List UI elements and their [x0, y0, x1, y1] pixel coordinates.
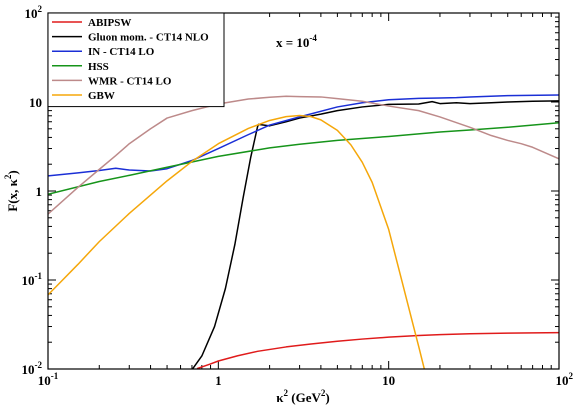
legend-label: WMR - CT14 LO [88, 75, 172, 87]
series-line-gbw [48, 114, 426, 369]
x-tick-label: 10-1 [38, 371, 59, 388]
series-line-wmr-ct14-lo [48, 95, 559, 215]
y-axis-label: F(x, κ2) [3, 170, 20, 211]
series-line-abipsw [196, 331, 559, 369]
x-axis-label: κ2 (GeV2) [276, 388, 329, 405]
legend-label: HSS [88, 61, 109, 73]
series-line-in-ct14-lo [48, 94, 559, 177]
x-tick-label: 1 [215, 373, 222, 388]
x-tick-label: 102 [556, 371, 574, 388]
y-tick-label: 102 [25, 4, 43, 21]
legend-label: GBW [88, 90, 115, 102]
plot-frame [47, 12, 560, 370]
legend-label: Gluon mom. - CT14 NLO [88, 32, 209, 44]
legend: ABIPSW Gluon mom. - CT14 NLO IN - CT14 LO H… [47, 12, 225, 108]
series-line-hss [48, 121, 559, 195]
y-tick-label: 10 [29, 95, 42, 110]
series-layer [48, 94, 559, 369]
legend-box [47, 12, 225, 108]
series-line-gluon-mom-ct14-nlo [191, 100, 559, 369]
labels: x = 10-4 κ2 (GeV2) F(x, κ2) [3, 33, 330, 405]
x-tick-label: 10 [382, 373, 395, 388]
x-value-annotation: x = 10-4 [276, 33, 317, 50]
y-tick-label: 1 [36, 184, 43, 199]
legend-label: ABIPSW [88, 17, 131, 29]
y-tick-label: 10-2 [22, 360, 43, 377]
legend-label: IN - CT14 LO [88, 46, 155, 58]
y-tick-label: 10-1 [22, 271, 43, 288]
